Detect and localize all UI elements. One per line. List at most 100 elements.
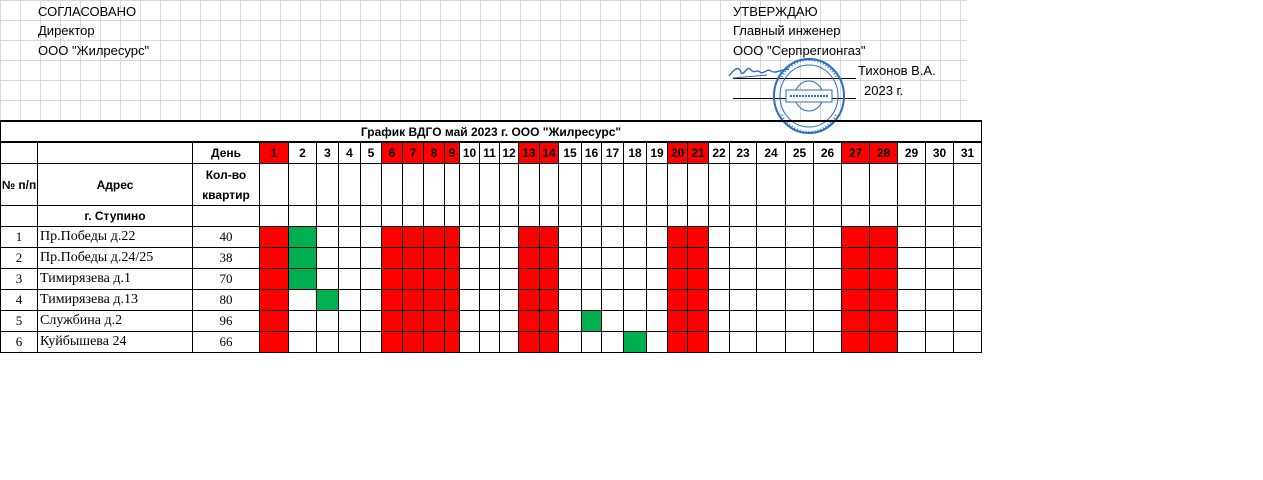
day-cell xyxy=(558,310,582,332)
day-header-2: 2 xyxy=(288,141,317,164)
day-cell xyxy=(459,247,480,269)
day-cell xyxy=(479,310,500,332)
year-label: 2023 г. xyxy=(864,83,904,98)
day-cell xyxy=(499,289,519,311)
city-label: г. Ступино xyxy=(37,205,193,227)
day-cell xyxy=(479,331,500,353)
empty-day-cell xyxy=(402,205,424,227)
row-number: 2 xyxy=(0,247,38,269)
day-cell xyxy=(785,268,814,290)
day-header-28: 28 xyxy=(869,141,898,164)
day-cell xyxy=(708,331,730,353)
weekend-cell xyxy=(444,226,460,248)
signature-line xyxy=(733,78,856,79)
weekend-cell xyxy=(402,226,424,248)
day-cell xyxy=(499,268,519,290)
day-cell xyxy=(813,247,842,269)
empty-day-cell xyxy=(444,163,460,206)
day-cell xyxy=(581,331,602,353)
weekend-cell xyxy=(841,226,870,248)
city-row: г. Ступино xyxy=(0,205,982,227)
empty-day-cell xyxy=(499,163,519,206)
row-count: 40 xyxy=(192,226,260,248)
empty-day-cell xyxy=(601,163,624,206)
row-number: 3 xyxy=(0,268,38,290)
weekend-cell xyxy=(539,226,559,248)
row-count: 80 xyxy=(192,289,260,311)
weekend-cell xyxy=(667,247,688,269)
director-label: Директор xyxy=(38,23,95,38)
day-cell xyxy=(708,247,730,269)
day-cell xyxy=(601,226,624,248)
day-cell xyxy=(953,268,982,290)
day-cell xyxy=(756,289,786,311)
day-cell xyxy=(623,310,647,332)
table-row: 6 Куйбышева 24 66 xyxy=(0,331,982,353)
day-cell xyxy=(785,247,814,269)
day-cell xyxy=(499,226,519,248)
day-header-17: 17 xyxy=(601,141,624,164)
day-header-10: 10 xyxy=(459,141,480,164)
empty-day-cell xyxy=(667,205,688,227)
empty-day-cell xyxy=(756,163,786,206)
day-cell xyxy=(338,247,361,269)
day-cell xyxy=(897,310,926,332)
empty-day-cell xyxy=(623,163,647,206)
weekend-cell xyxy=(259,268,289,290)
weekend-cell xyxy=(444,268,460,290)
day-header-6: 6 xyxy=(381,141,403,164)
day-cell xyxy=(623,226,647,248)
day-cell xyxy=(288,289,317,311)
day-cell xyxy=(479,268,500,290)
row-address: Пр.Победы д.24/25 xyxy=(37,247,193,269)
empty-day-cell xyxy=(646,205,668,227)
row-count: 66 xyxy=(192,331,260,353)
day-header-31: 31 xyxy=(953,141,982,164)
count-header: Кол-во квартир xyxy=(192,163,260,206)
empty-day-cell xyxy=(897,205,926,227)
day-cell xyxy=(459,331,480,353)
day-cell xyxy=(646,289,668,311)
day-cell xyxy=(708,289,730,311)
empty-day-cell xyxy=(869,163,898,206)
weekend-cell xyxy=(667,268,688,290)
blank-cell xyxy=(0,205,38,227)
weekend-cell xyxy=(869,247,898,269)
day-cell xyxy=(338,310,361,332)
empty-day-cell xyxy=(499,205,519,227)
weekend-cell xyxy=(381,310,403,332)
day-cell xyxy=(708,226,730,248)
day-cell xyxy=(338,289,361,311)
empty-day-cell xyxy=(539,163,559,206)
day-header-23: 23 xyxy=(729,141,757,164)
weekend-cell xyxy=(539,268,559,290)
empty-day-cell xyxy=(316,163,339,206)
weekend-cell xyxy=(402,247,424,269)
row-address: Тимирязева д.1 xyxy=(37,268,193,290)
empty-day-cell xyxy=(459,163,480,206)
day-cell xyxy=(756,247,786,269)
day-cell xyxy=(499,247,519,269)
day-header-27: 27 xyxy=(841,141,870,164)
weekend-cell xyxy=(667,226,688,248)
table-row: 1 Пр.Победы д.22 40 xyxy=(0,226,982,248)
weekend-cell xyxy=(381,226,403,248)
day-cell xyxy=(729,226,757,248)
empty-day-cell xyxy=(813,163,842,206)
empty-day-cell xyxy=(708,163,730,206)
table-title: График ВДГО май 2023 г. ООО "Жилресурс" xyxy=(0,120,982,143)
day-header-29: 29 xyxy=(897,141,926,164)
day-header-12: 12 xyxy=(499,141,519,164)
empty-day-cell xyxy=(316,205,339,227)
day-cell xyxy=(897,289,926,311)
blank-cell xyxy=(192,205,260,227)
scheduled-day-cell xyxy=(581,310,602,332)
weekend-cell xyxy=(259,289,289,311)
empty-day-cell xyxy=(581,205,602,227)
row-number: 6 xyxy=(0,331,38,353)
empty-day-cell xyxy=(813,205,842,227)
weekend-cell xyxy=(444,247,460,269)
day-cell xyxy=(288,331,317,353)
day-cell xyxy=(288,310,317,332)
weekend-cell xyxy=(539,310,559,332)
